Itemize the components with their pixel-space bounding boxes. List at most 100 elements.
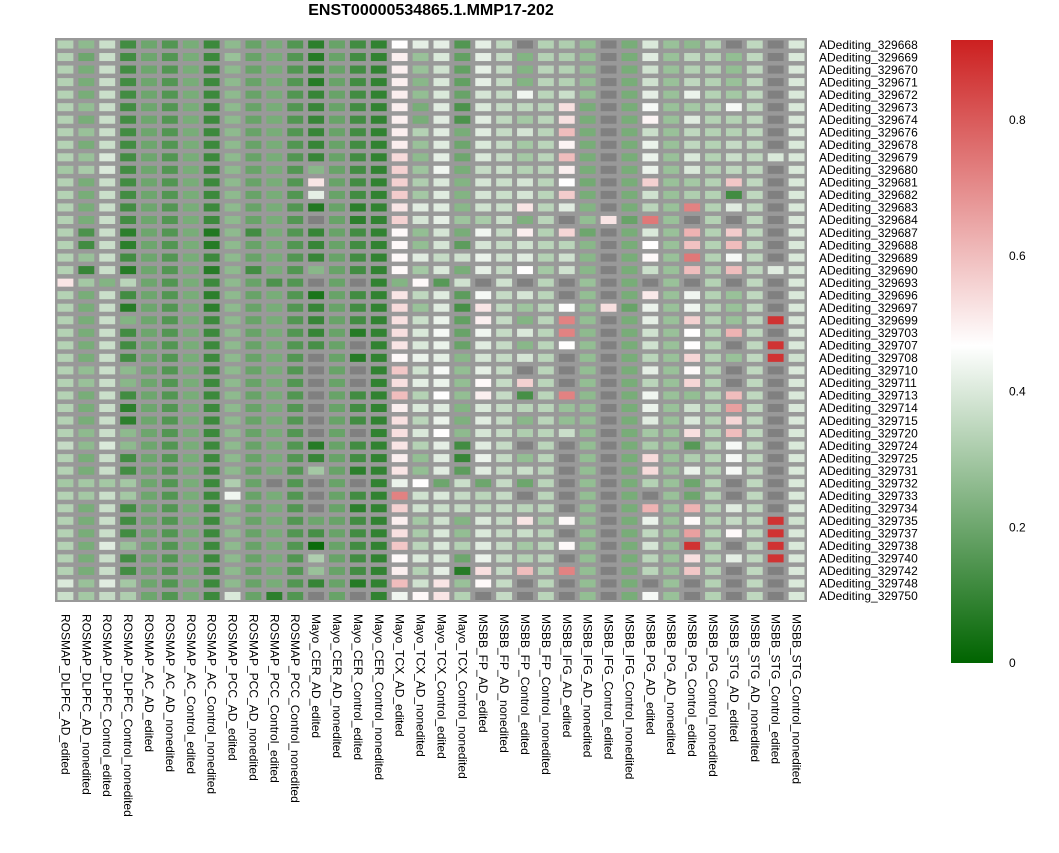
heatmap-cell: [767, 228, 784, 237]
heatmap-cell: [308, 78, 325, 87]
heatmap-cell: [308, 278, 325, 287]
heatmap-cell: [308, 378, 325, 387]
heatmap-cell: [663, 366, 680, 375]
heatmap-cell: [349, 65, 366, 74]
heatmap-cell: [78, 203, 95, 212]
heatmap-cell: [349, 303, 366, 312]
column-label: MSBB_PG_AD_nonedited: [664, 614, 678, 755]
heatmap-cell: [433, 203, 450, 212]
heatmap-cell: [370, 341, 387, 350]
heatmap-cell: [203, 378, 220, 387]
heatmap-cell: [642, 316, 659, 325]
column-label: MSBB_FP_Control_nonedited: [539, 614, 553, 775]
heatmap-cell: [329, 316, 345, 325]
heatmap-cell: [746, 53, 763, 62]
heatmap-cell: [558, 178, 575, 187]
heatmap-cell: [224, 328, 241, 337]
heatmap-cell: [308, 90, 325, 99]
heatmap-cell: [705, 391, 721, 400]
heatmap-cell: [767, 178, 784, 187]
heatmap-cell: [329, 90, 345, 99]
heatmap-cell: [266, 516, 283, 525]
heatmap-cell: [454, 215, 471, 224]
heatmap-cell: [349, 278, 366, 287]
heatmap-cell: [517, 441, 533, 450]
heatmap-cell: [120, 53, 137, 62]
heatmap-cell: [391, 103, 408, 112]
heatmap-cell: [412, 78, 429, 87]
heatmap-cell: [224, 78, 241, 87]
heatmap-cell: [245, 178, 262, 187]
row-label: ADediting_329713: [819, 389, 918, 403]
heatmap-cell: [287, 178, 304, 187]
heatmap-cell: [391, 278, 408, 287]
heatmap-cell: [788, 190, 805, 199]
heatmap-cell: [663, 241, 680, 250]
heatmap-cell: [579, 103, 596, 112]
heatmap-cell: [329, 579, 345, 588]
heatmap-cells: [57, 40, 805, 600]
heatmap-cell: [684, 416, 701, 425]
heatmap-cell: [120, 366, 137, 375]
heatmap-cell: [684, 153, 701, 162]
heatmap-cell: [308, 103, 325, 112]
heatmap-cell: [141, 429, 157, 438]
heatmap-cell: [203, 103, 220, 112]
heatmap-cell: [349, 266, 366, 275]
heatmap-cell: [224, 541, 241, 550]
heatmap-cell: [99, 316, 116, 325]
heatmap-cell: [746, 291, 763, 300]
heatmap-cell: [203, 529, 220, 538]
heatmap-cell: [412, 103, 429, 112]
heatmap-cell: [767, 554, 784, 563]
heatmap-cell: [349, 403, 366, 412]
heatmap-cell: [705, 140, 721, 149]
heatmap-cell: [537, 504, 554, 513]
heatmap-cell: [475, 479, 492, 488]
heatmap-cell: [224, 341, 241, 350]
heatmap-cell: [475, 591, 492, 600]
heatmap-cell: [621, 241, 638, 250]
row-label: ADediting_329668: [819, 38, 918, 52]
heatmap-cell: [245, 140, 262, 149]
heatmap-cell: [161, 541, 178, 550]
heatmap-cell: [725, 278, 742, 287]
heatmap-cell: [141, 516, 157, 525]
heatmap-cell: [600, 165, 617, 174]
heatmap-cell: [725, 90, 742, 99]
heatmap-cell: [412, 378, 429, 387]
heatmap-cell: [349, 203, 366, 212]
heatmap-cell: [266, 454, 283, 463]
heatmap-cell: [663, 429, 680, 438]
heatmap-cell: [621, 190, 638, 199]
heatmap-cell: [725, 504, 742, 513]
heatmap-cell: [349, 579, 366, 588]
heatmap-cell: [329, 178, 345, 187]
heatmap-cell: [475, 291, 492, 300]
heatmap-cell: [349, 215, 366, 224]
heatmap-cell: [663, 65, 680, 74]
heatmap-cell: [203, 65, 220, 74]
heatmap-cell: [57, 266, 74, 275]
heatmap-cell: [454, 491, 471, 500]
heatmap-cell: [558, 241, 575, 250]
heatmap-cell: [349, 103, 366, 112]
heatmap-cell: [517, 190, 533, 199]
heatmap-cell: [725, 391, 742, 400]
legend-tick-label: 0: [1009, 656, 1016, 670]
heatmap-cell: [642, 53, 659, 62]
heatmap-cell: [349, 516, 366, 525]
heatmap-cell: [537, 278, 554, 287]
heatmap-cell: [224, 103, 241, 112]
heatmap-cell: [329, 504, 345, 513]
heatmap-cell: [767, 366, 784, 375]
heatmap-cell: [161, 366, 178, 375]
heatmap-cell: [600, 78, 617, 87]
color-legend-bar: [951, 40, 993, 663]
row-label: ADediting_329731: [819, 464, 918, 478]
heatmap-cell: [705, 353, 721, 362]
heatmap-cell: [78, 454, 95, 463]
heatmap-cell: [454, 341, 471, 350]
chart-title: ENST00000534865.1.MMP17-202: [308, 2, 554, 19]
heatmap-cell: [287, 190, 304, 199]
